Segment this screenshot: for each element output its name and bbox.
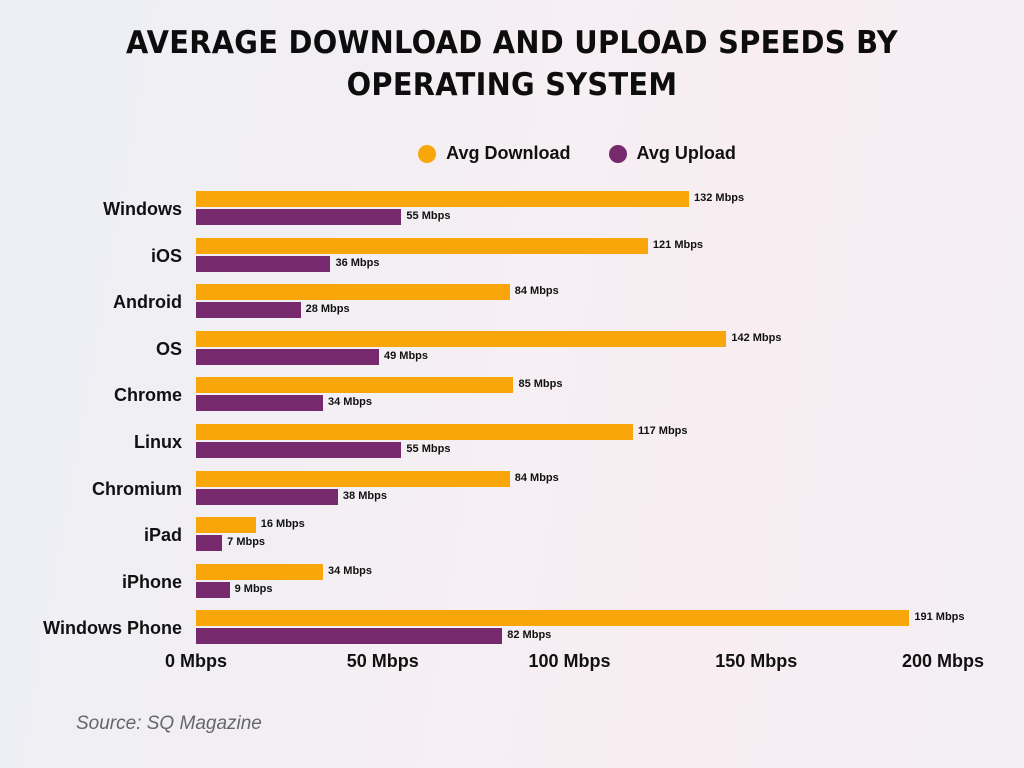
legend-dot-download-icon bbox=[418, 144, 437, 163]
upload-value-label: 9 Mbps bbox=[234, 582, 273, 595]
upload-bar bbox=[196, 581, 230, 598]
download-value-label: 85 Mbps bbox=[518, 378, 563, 391]
download-value-label: 16 Mbps bbox=[260, 518, 305, 531]
download-bar bbox=[196, 610, 910, 627]
download-bar bbox=[196, 424, 633, 440]
legend-label-upload: Avg Upload bbox=[636, 143, 736, 163]
chart-title-line-1: AVERAGE DOWNLOAD AND UPLOAD SPEEDS BY bbox=[126, 25, 898, 61]
upload-bar bbox=[196, 628, 503, 645]
category-label: Android bbox=[113, 292, 182, 313]
download-bar bbox=[196, 237, 648, 254]
download-bar bbox=[196, 284, 510, 301]
category-label: Chromium bbox=[92, 478, 182, 499]
download-value-label: 191 Mbps bbox=[914, 611, 965, 624]
x-tick-label: 100 Mbps bbox=[528, 651, 611, 671]
download-bar bbox=[196, 563, 323, 580]
download-value-label: 84 Mbps bbox=[514, 471, 559, 484]
x-tick-label: 0 Mbps bbox=[164, 651, 228, 671]
upload-value-label: 36 Mbps bbox=[335, 256, 380, 269]
x-tick-label: 50 Mbps bbox=[346, 651, 419, 671]
download-bar bbox=[196, 330, 727, 347]
download-value-label: 132 Mbps bbox=[694, 192, 745, 204]
upload-value-label: 38 Mbps bbox=[342, 489, 387, 502]
category-label: iOS bbox=[150, 245, 182, 266]
upload-value-label: 49 Mbps bbox=[384, 349, 429, 362]
category-label: Windows Phone bbox=[43, 618, 182, 639]
category-label: Linux bbox=[134, 432, 182, 452]
chart-title: AVERAGE DOWNLOAD AND UPLOAD SPEEDS BY OP… bbox=[36, 22, 988, 106]
upload-value-label: 7 Mbps bbox=[227, 536, 266, 549]
upload-value-label: 82 Mbps bbox=[507, 629, 552, 642]
legend-item-download: Avg Download bbox=[418, 143, 571, 164]
legend-dot-upload-icon bbox=[608, 144, 627, 163]
legend-item-upload: Avg Upload bbox=[608, 143, 736, 164]
category-label: OS bbox=[155, 338, 182, 359]
upload-value-label: 34 Mbps bbox=[327, 396, 372, 409]
category-label: Windows bbox=[103, 199, 182, 219]
upload-value-label: 55 Mbps bbox=[406, 210, 451, 222]
category-label: iPhone bbox=[121, 571, 182, 592]
upload-bar bbox=[196, 535, 223, 552]
chart-title-line-2: OPERATING SYSTEM bbox=[346, 67, 678, 103]
upload-bar bbox=[196, 302, 301, 319]
download-value-label: 117 Mbps bbox=[637, 425, 688, 437]
legend-label-download: Avg Download bbox=[446, 143, 571, 163]
download-bar bbox=[196, 517, 256, 534]
upload-value-label: 28 Mbps bbox=[305, 303, 350, 316]
legend: Avg Download Avg Upload bbox=[0, 143, 1024, 164]
upload-bar bbox=[196, 348, 379, 365]
download-value-label: 34 Mbps bbox=[327, 564, 372, 577]
download-value-label: 121 Mbps bbox=[652, 238, 704, 251]
upload-bar bbox=[196, 209, 402, 225]
download-bar bbox=[196, 191, 690, 207]
upload-bar bbox=[196, 255, 331, 272]
upload-value-label: 55 Mbps bbox=[406, 443, 451, 455]
x-tick-label: 150 Mbps bbox=[715, 651, 798, 671]
download-value-label: 84 Mbps bbox=[514, 285, 559, 298]
x-tick-label: 200 Mbps bbox=[901, 651, 985, 671]
upload-bar bbox=[196, 442, 402, 458]
download-bar bbox=[196, 470, 510, 487]
upload-bar bbox=[196, 395, 323, 412]
category-label: Chrome bbox=[113, 385, 182, 406]
download-bar bbox=[196, 377, 514, 394]
download-value-label: 142 Mbps bbox=[731, 331, 782, 344]
category-label: iPad bbox=[143, 525, 182, 546]
upload-bar bbox=[196, 488, 338, 505]
source-note: Source: SQ Magazine bbox=[76, 713, 262, 734]
